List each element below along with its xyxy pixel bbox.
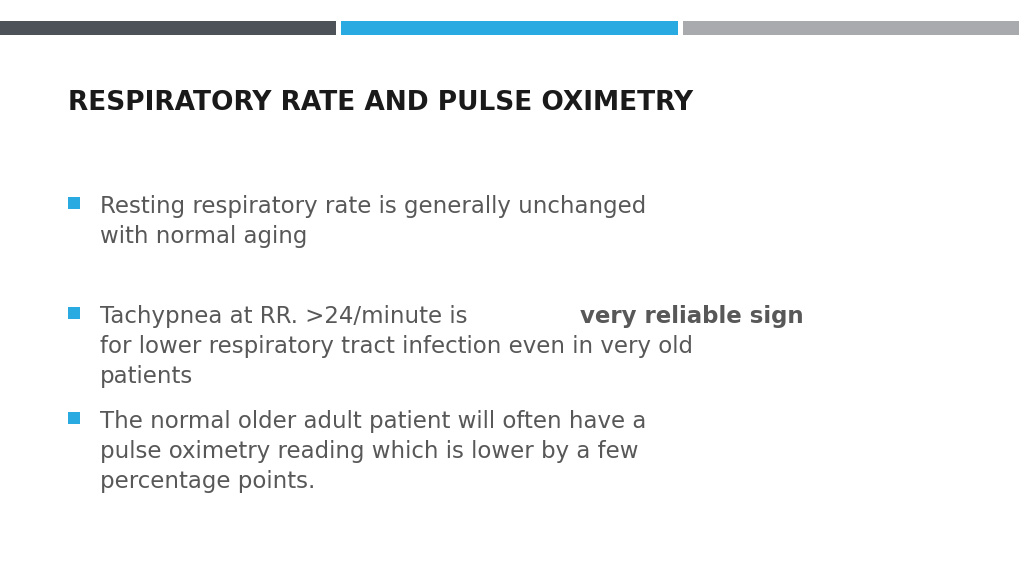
Text: percentage points.: percentage points. bbox=[100, 470, 315, 493]
Bar bbox=[68, 197, 80, 209]
Bar bbox=[68, 307, 80, 319]
Text: RESPIRATORY RATE AND PULSE OXIMETRY: RESPIRATORY RATE AND PULSE OXIMETRY bbox=[68, 90, 693, 116]
Bar bbox=[0, 21, 336, 35]
Text: with normal aging: with normal aging bbox=[100, 225, 307, 248]
Text: Tachypnea at RR. >24/minute is: Tachypnea at RR. >24/minute is bbox=[100, 305, 475, 328]
Text: The normal older adult patient will often have a: The normal older adult patient will ofte… bbox=[100, 410, 646, 433]
Text: very reliable sign: very reliable sign bbox=[581, 305, 804, 328]
Text: pulse oximetry reading which is lower by a few: pulse oximetry reading which is lower by… bbox=[100, 440, 639, 463]
Text: for lower respiratory tract infection even in very old: for lower respiratory tract infection ev… bbox=[100, 335, 693, 358]
Bar bbox=[683, 21, 1019, 35]
Text: Resting respiratory rate is generally unchanged: Resting respiratory rate is generally un… bbox=[100, 195, 646, 218]
Bar bbox=[68, 412, 80, 424]
Text: patients: patients bbox=[100, 365, 194, 388]
Bar bbox=[341, 21, 678, 35]
